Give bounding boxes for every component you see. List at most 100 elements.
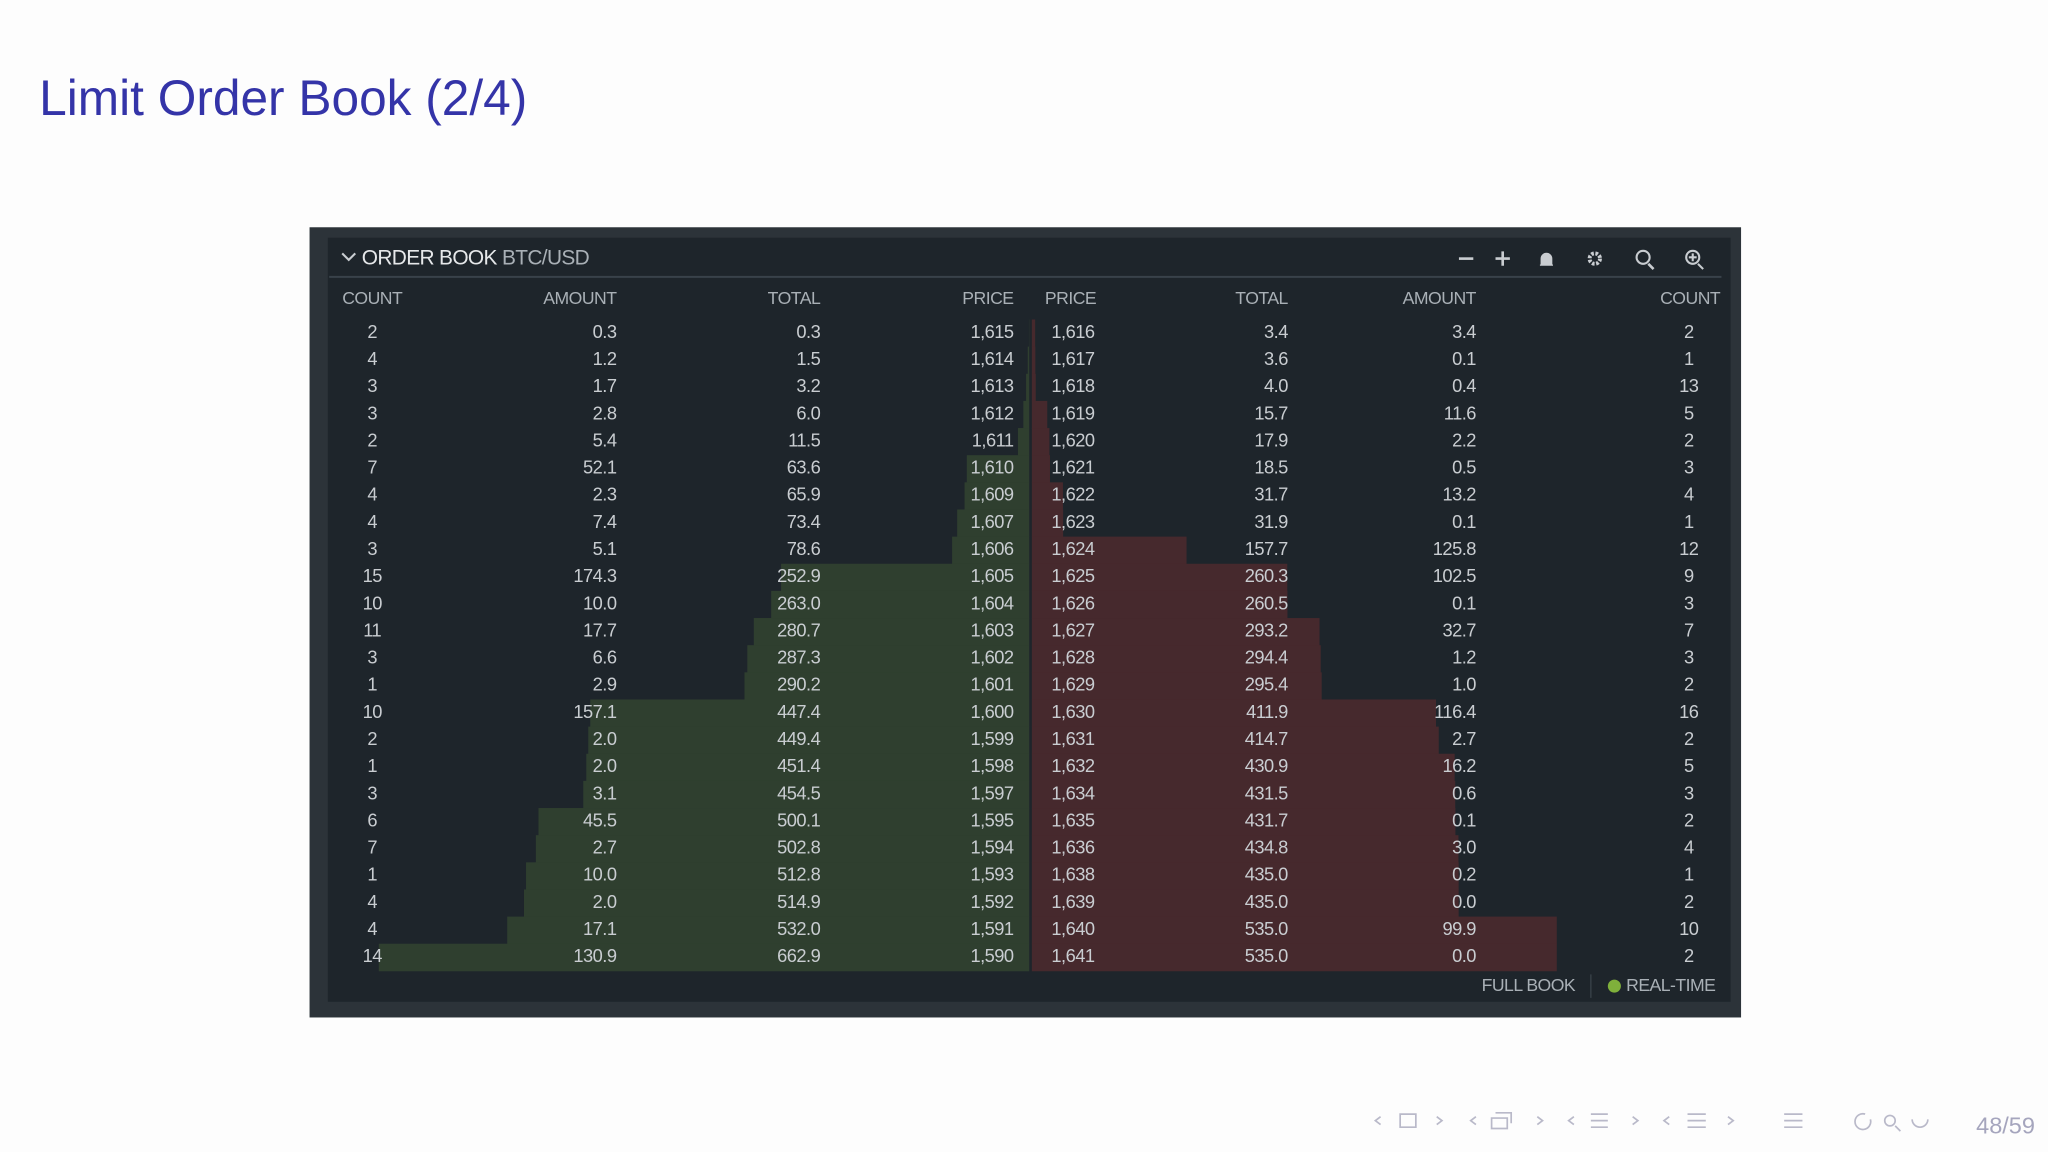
bid-cell: 7 bbox=[367, 837, 377, 858]
bid-cell: 2 bbox=[367, 728, 377, 749]
ask-depth-bar bbox=[1031, 753, 1455, 782]
panel-title: ORDER BOOK BTC/USD bbox=[362, 246, 590, 269]
ask-cell: 0.0 bbox=[1452, 891, 1476, 912]
bid-cell: 454.5 bbox=[777, 782, 820, 803]
toolbar bbox=[1458, 249, 1704, 270]
bid-cell: 4 bbox=[367, 484, 377, 505]
ask-cell: 1,631 bbox=[1051, 728, 1094, 749]
ask-cell: 18.5 bbox=[1254, 457, 1288, 478]
bid-cell: 17.7 bbox=[583, 619, 617, 640]
bid-cell: 1,605 bbox=[970, 565, 1013, 586]
ask-cell: 1,623 bbox=[1051, 511, 1094, 532]
bid-depth-bar bbox=[538, 808, 1030, 836]
bid-cell: 17.1 bbox=[583, 918, 617, 939]
ask-cell: 0.0 bbox=[1452, 945, 1476, 966]
ask-depth-bar bbox=[1031, 428, 1050, 456]
bid-depth-bar bbox=[586, 753, 1030, 782]
ask-cell: 1 bbox=[1684, 348, 1694, 369]
increase-button[interactable] bbox=[1495, 251, 1510, 266]
bid-depth-bar bbox=[583, 780, 1030, 809]
ask-cell: 1,632 bbox=[1051, 755, 1094, 776]
bid-cell: 1,602 bbox=[970, 647, 1013, 668]
collapse-chevron[interactable] bbox=[341, 252, 357, 262]
bid-cell: 1,592 bbox=[970, 891, 1013, 912]
bid-depth-bar bbox=[588, 726, 1030, 755]
bid-cell: 4 bbox=[367, 511, 377, 532]
bid-depth-bar bbox=[781, 563, 1030, 592]
bid-cell: 130.9 bbox=[573, 945, 616, 966]
zoom-out-button[interactable] bbox=[1647, 262, 1655, 270]
bid-cell: 65.9 bbox=[787, 484, 821, 505]
ask-depth-bar bbox=[1031, 862, 1459, 890]
ask-depth-bar bbox=[1031, 726, 1439, 755]
bid-cell: 157.1 bbox=[573, 701, 616, 722]
bid-cell: 10 bbox=[363, 592, 383, 613]
bid-cell: 3 bbox=[367, 402, 377, 423]
ask-cell: 414.7 bbox=[1245, 728, 1288, 749]
ask-depth-bar bbox=[1031, 645, 1321, 673]
ask-depth-bar bbox=[1031, 536, 1187, 565]
ask-cell: 431.5 bbox=[1245, 782, 1288, 803]
ask-depth-bar bbox=[1031, 590, 1288, 619]
ask-cell: 3.0 bbox=[1452, 837, 1476, 858]
bid-cell: 4 bbox=[367, 918, 377, 939]
ask-cell: 435.0 bbox=[1245, 891, 1288, 912]
ask-cell: 294.4 bbox=[1245, 647, 1288, 668]
ask-cell: 2 bbox=[1684, 945, 1694, 966]
bid-cell: 1.2 bbox=[593, 348, 617, 369]
bid-cell: 6.0 bbox=[796, 402, 820, 423]
ask-cell: 0.2 bbox=[1452, 864, 1476, 885]
ask-cell: 7 bbox=[1684, 619, 1694, 640]
bid-cell: 1.7 bbox=[593, 375, 617, 396]
bid-depth-bar bbox=[378, 943, 1030, 972]
bid-cell: 45.5 bbox=[583, 809, 617, 830]
bid-cell: 1,591 bbox=[970, 918, 1013, 939]
ask-cell: 2 bbox=[1684, 321, 1694, 342]
bid-cell: 1 bbox=[367, 674, 377, 695]
ask-cell: 535.0 bbox=[1245, 945, 1288, 966]
bid-cell: 3 bbox=[367, 647, 377, 668]
ask-cell: 1,622 bbox=[1051, 484, 1094, 505]
ask-column-header: PRICE bbox=[1045, 288, 1096, 308]
ask-cell: 0.5 bbox=[1452, 457, 1476, 478]
ask-cell: 12 bbox=[1679, 538, 1699, 559]
bid-depth-bar bbox=[523, 889, 1030, 917]
bid-cell: 3.1 bbox=[593, 782, 617, 803]
alert-button[interactable] bbox=[1539, 252, 1553, 266]
ask-cell: 9 bbox=[1684, 565, 1694, 586]
realtime-label[interactable]: REAL-TIME bbox=[1626, 975, 1716, 995]
bid-depth-bar bbox=[952, 536, 1030, 565]
bid-depth-bar bbox=[535, 835, 1030, 863]
bid-cell: 0.3 bbox=[593, 321, 617, 342]
zoom-out-lens bbox=[1635, 249, 1651, 265]
nav-icons[interactable] bbox=[1373, 1111, 1929, 1132]
full-book-link[interactable]: FULL BOOK bbox=[1482, 975, 1577, 995]
ask-cell: 1,624 bbox=[1051, 538, 1094, 559]
ask-cell: 102.5 bbox=[1433, 565, 1476, 586]
bid-depth-bar bbox=[590, 699, 1030, 728]
ask-cell: 295.4 bbox=[1245, 674, 1288, 695]
ask-cell: 260.5 bbox=[1245, 592, 1288, 613]
ask-cell: 434.8 bbox=[1245, 837, 1288, 858]
bid-depth-bar bbox=[744, 672, 1030, 700]
ask-cell: 0.4 bbox=[1452, 375, 1476, 396]
bid-depth-bar bbox=[1026, 373, 1030, 402]
zoom-in-button[interactable] bbox=[1688, 253, 1704, 270]
bid-cell: 449.4 bbox=[777, 728, 820, 749]
bid-cell: 1,599 bbox=[970, 728, 1013, 749]
bid-cell: 1,606 bbox=[970, 538, 1013, 559]
bid-cell: 10.0 bbox=[583, 592, 617, 613]
bid-cell: 2.0 bbox=[593, 891, 617, 912]
ask-cell: 125.8 bbox=[1433, 538, 1476, 559]
ask-depth-bar bbox=[1031, 889, 1459, 917]
ask-cell: 2 bbox=[1684, 429, 1694, 450]
bid-cell: 451.4 bbox=[777, 755, 820, 776]
bid-cell: 502.8 bbox=[777, 837, 820, 858]
ask-cell: 17.9 bbox=[1254, 429, 1288, 450]
bid-cell: 10.0 bbox=[583, 864, 617, 885]
ask-cell: 260.3 bbox=[1245, 565, 1288, 586]
settings-button[interactable] bbox=[1587, 251, 1602, 266]
ask-depth-bar bbox=[1031, 780, 1456, 809]
ask-cell: 4 bbox=[1684, 484, 1694, 505]
bid-cell: 15 bbox=[363, 565, 383, 586]
